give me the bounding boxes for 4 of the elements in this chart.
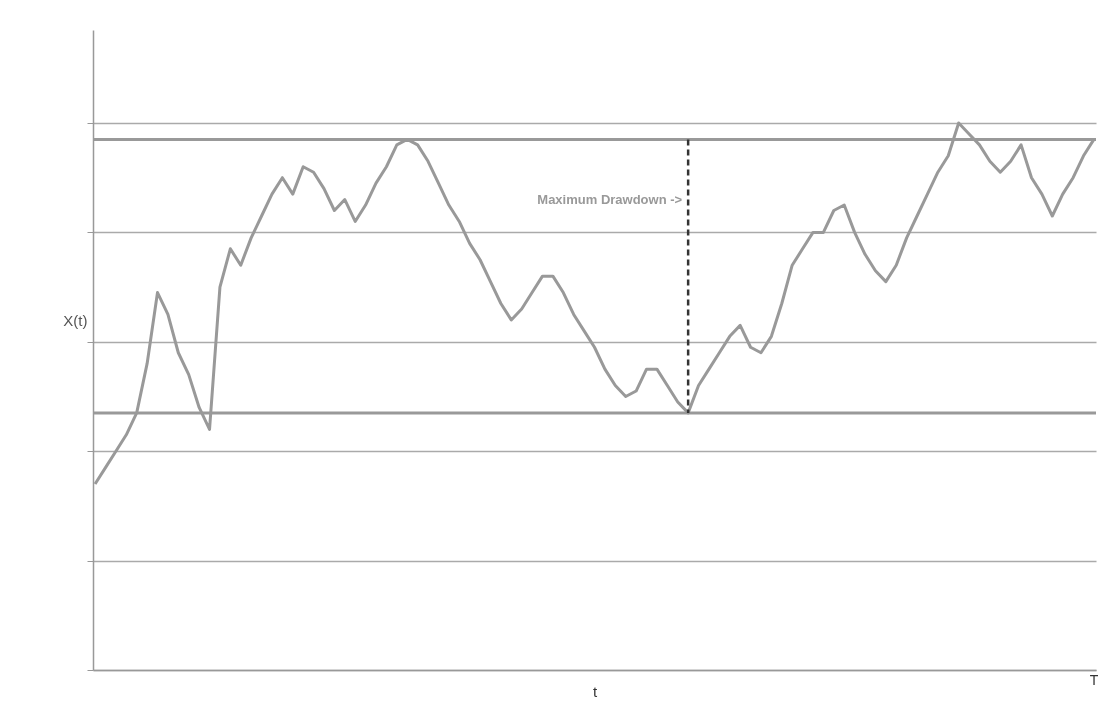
x-axis-title: t <box>592 682 598 700</box>
y-axis-title: X(t) <box>63 311 88 329</box>
annotation: Maximum Drawdown -> <box>537 191 683 207</box>
text: T <box>1089 672 1099 688</box>
